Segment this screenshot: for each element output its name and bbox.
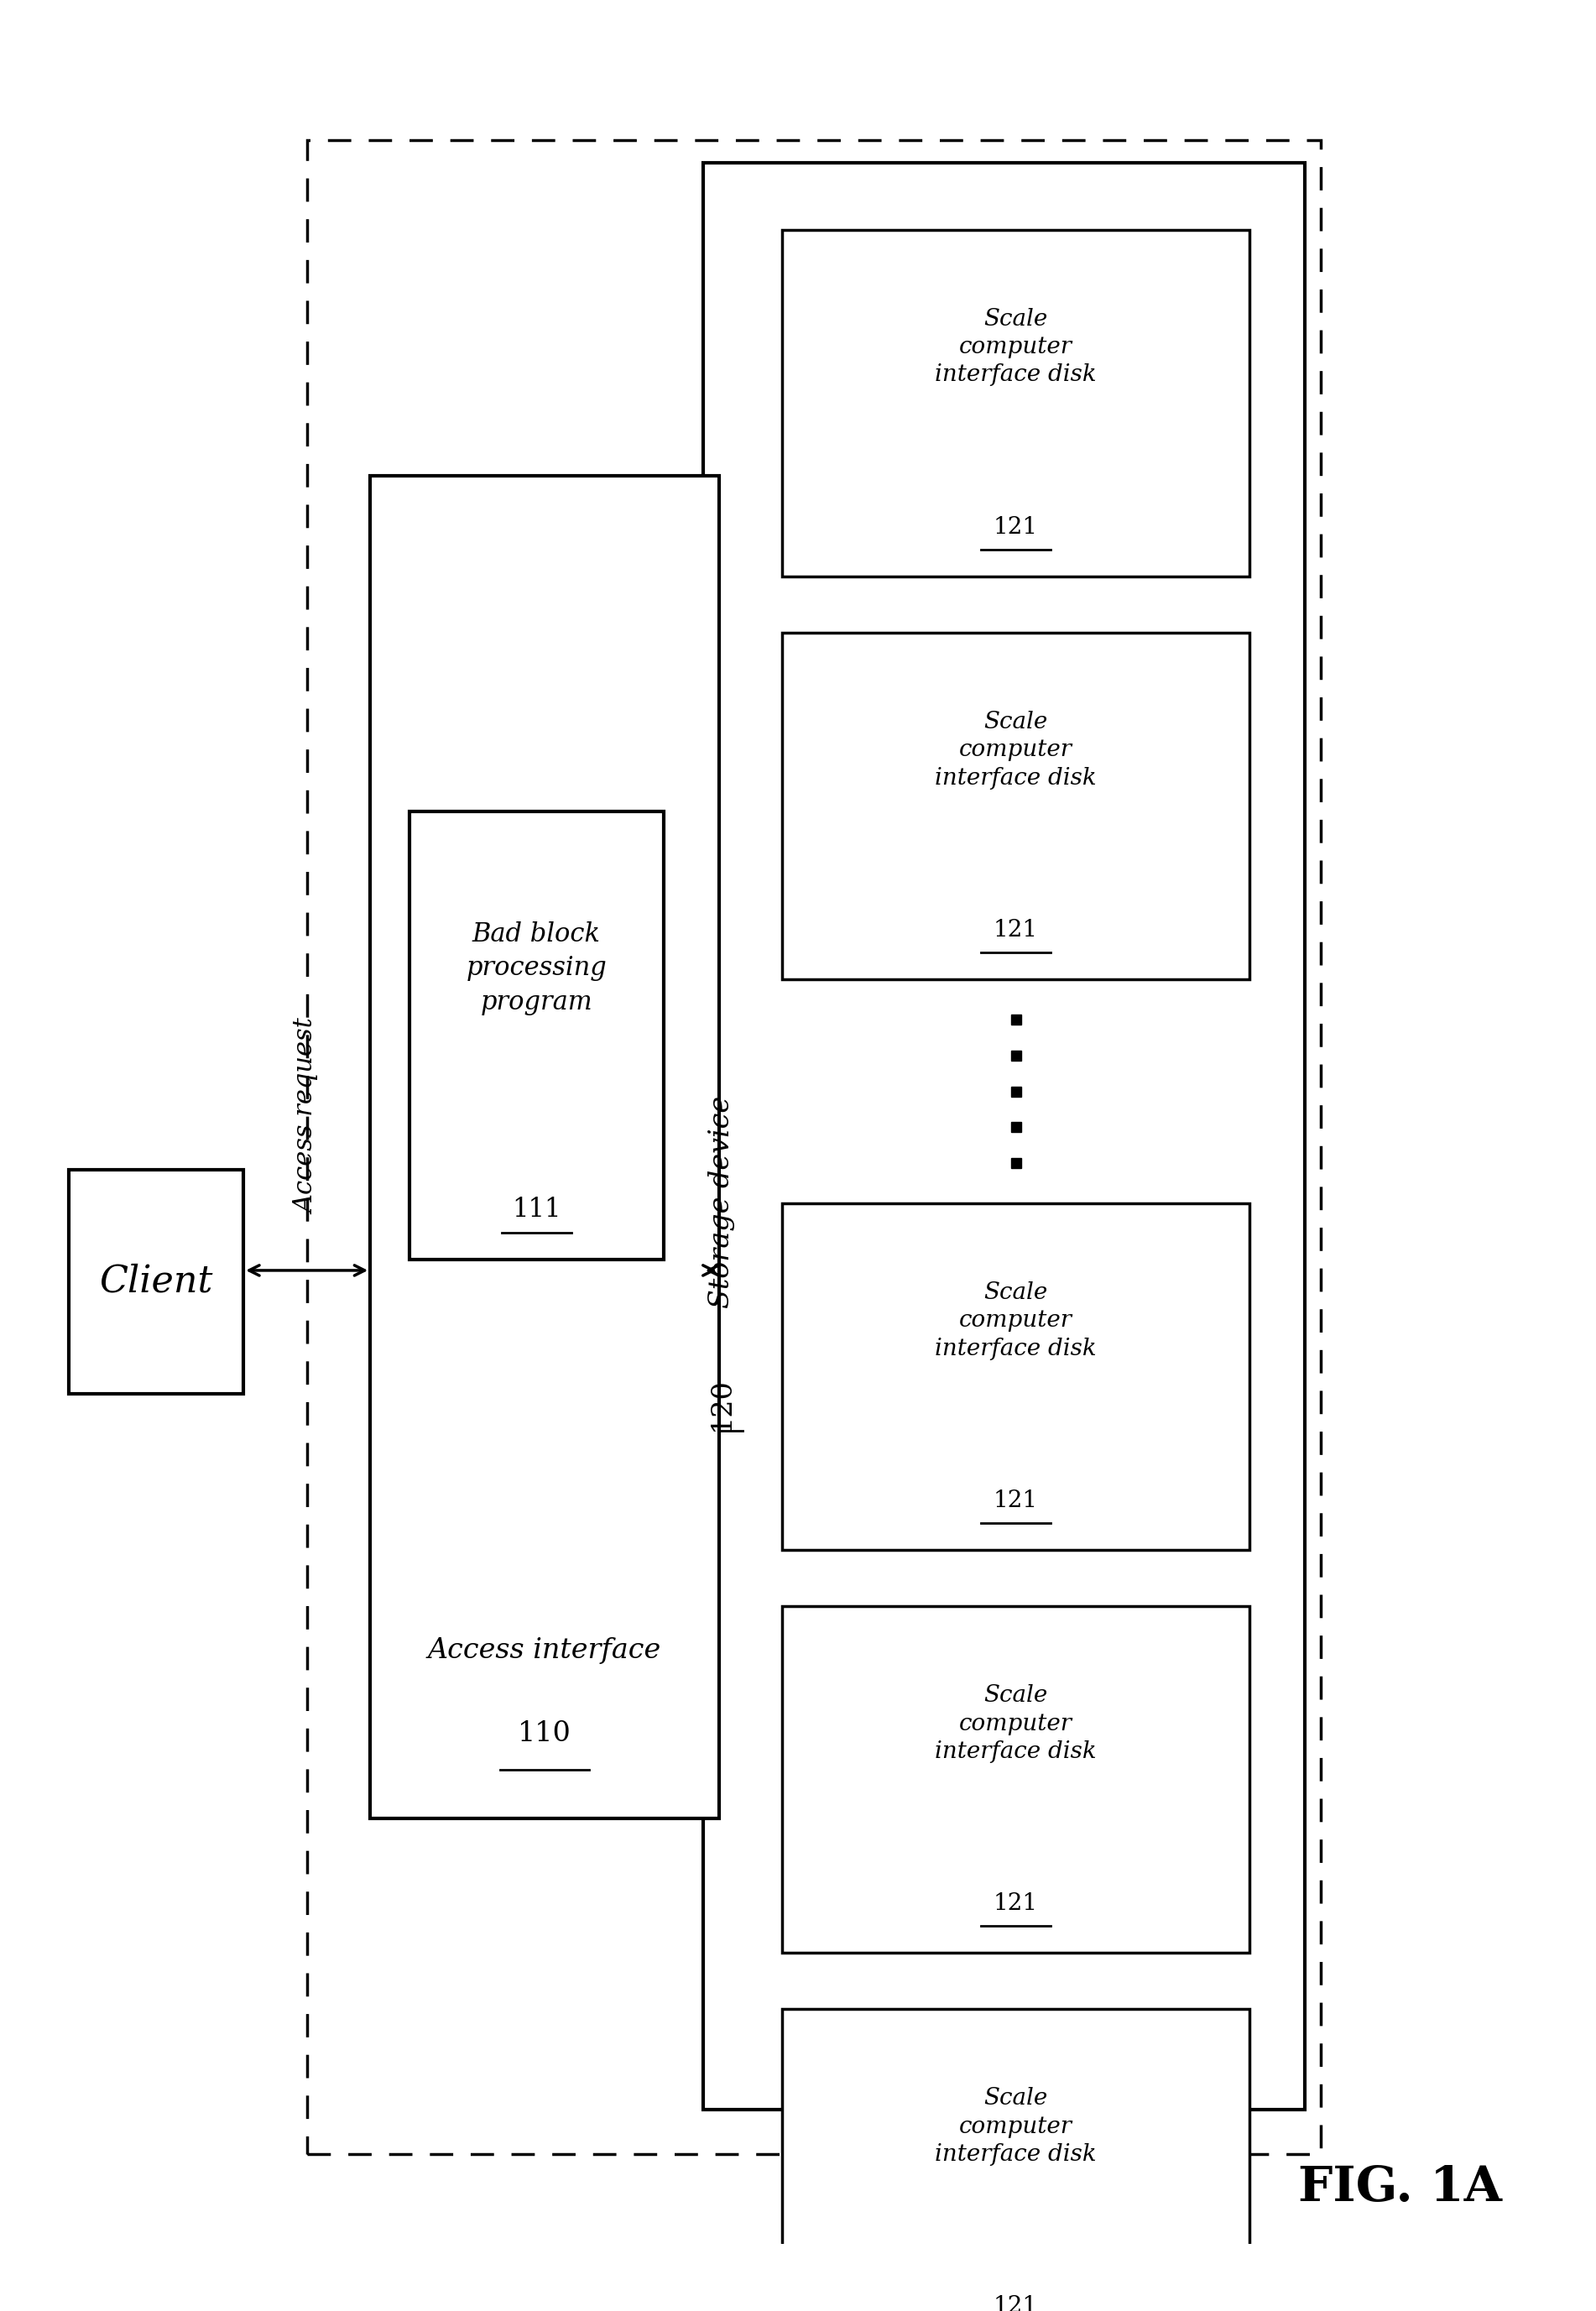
Text: 121: 121	[994, 1893, 1037, 1916]
Bar	[306, 141, 1321, 2154]
Bar	[69, 1169, 244, 1394]
Text: Scale
computer
interface disk: Scale computer interface disk	[935, 2087, 1096, 2165]
Text: Storage device: Storage device	[709, 1095, 736, 1308]
Bar	[782, 633, 1250, 980]
Bar	[782, 1606, 1250, 1953]
Text: Scale
computer
interface disk: Scale computer interface disk	[935, 1283, 1096, 1361]
Text: Client: Client	[99, 1264, 214, 1299]
Text: FIG. 1A: FIG. 1A	[1298, 2165, 1502, 2212]
Bar	[782, 229, 1250, 575]
Text: Access request: Access request	[294, 1019, 319, 1216]
Text: 110: 110	[517, 1719, 571, 1747]
Text: Access interface: Access interface	[428, 1638, 661, 1664]
Text: Bad block
processing
program: Bad block processing program	[466, 922, 606, 1015]
Text: 120: 120	[709, 1377, 736, 1431]
Bar	[702, 162, 1306, 2110]
Text: Scale
computer
interface disk: Scale computer interface disk	[935, 307, 1096, 386]
Bar	[782, 2008, 1250, 2311]
Bar	[782, 1204, 1250, 1551]
Bar	[370, 476, 718, 1819]
Bar	[410, 811, 664, 1259]
Text: 121: 121	[994, 2295, 1037, 2311]
Text: 121: 121	[994, 1491, 1037, 1511]
Text: Scale
computer
interface disk: Scale computer interface disk	[935, 712, 1096, 790]
Text: Scale
computer
interface disk: Scale computer interface disk	[935, 1685, 1096, 1763]
Text: 111: 111	[512, 1197, 562, 1223]
Text: 121: 121	[994, 515, 1037, 538]
Text: 121: 121	[994, 920, 1037, 941]
